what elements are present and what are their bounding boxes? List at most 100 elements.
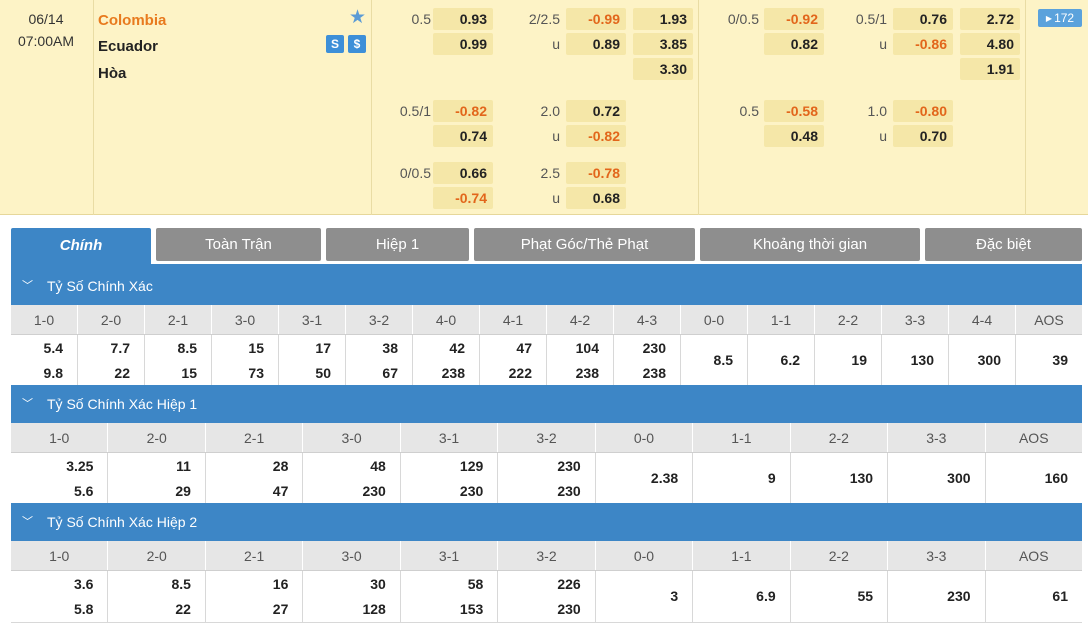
odd-secondary[interactable]: 29	[175, 483, 191, 499]
home-team[interactable]: Colombia	[98, 12, 167, 29]
odd-single[interactable]: 130	[849, 470, 874, 486]
odd-cell[interactable]: 1.91	[960, 58, 1020, 80]
tab-phat-goc[interactable]: Phạt Góc/Thẻ Phạt	[474, 228, 695, 261]
odd-primary[interactable]: 230	[642, 340, 666, 356]
odd-cell[interactable]: -0.80	[893, 100, 953, 122]
odd-cell[interactable]: 0.76	[893, 8, 953, 30]
odd-secondary[interactable]: 230	[459, 483, 484, 499]
score-odds-cell[interactable]: 230 230	[498, 453, 596, 504]
score-odds-cell[interactable]: 11 29	[108, 453, 206, 504]
score-odds-cell[interactable]: 28 47	[206, 453, 304, 504]
score-odds-cell[interactable]: 8.5 22	[108, 571, 206, 622]
odd-cell[interactable]: -0.82	[433, 100, 493, 122]
score-odds-cell[interactable]: 8.5 15	[145, 335, 212, 386]
odd-primary[interactable]: 47	[516, 340, 532, 356]
score-odds-cell[interactable]: 9	[693, 453, 791, 504]
section-header[interactable]: ﹀ Tỷ Số Chính Xác Hiệp 2	[11, 503, 1082, 541]
odd-secondary[interactable]: 47	[272, 483, 289, 499]
score-odds-cell[interactable]: 19	[815, 335, 882, 386]
odd-secondary[interactable]: 222	[508, 365, 532, 381]
odd-primary[interactable]: 3.6	[73, 576, 94, 592]
score-odds-cell[interactable]: 8.5	[681, 335, 748, 386]
odd-cell[interactable]: 0.74	[433, 125, 493, 147]
tab-khoang-thoi-gian[interactable]: Khoảng thời gian	[700, 228, 920, 261]
odd-single[interactable]: 160	[1044, 470, 1068, 486]
odd-single[interactable]: 300	[977, 352, 1001, 368]
odd-secondary[interactable]: 27	[272, 601, 289, 617]
score-odds-cell[interactable]: 3.25 5.6	[11, 453, 109, 504]
odd-cell[interactable]: 0.82	[764, 33, 824, 55]
odd-primary[interactable]: 5.4	[43, 340, 63, 356]
score-odds-cell[interactable]: 130	[882, 335, 949, 386]
odd-cell[interactable]: 1.93	[633, 8, 693, 30]
odd-secondary[interactable]: 128	[362, 601, 386, 617]
odd-secondary[interactable]: 230	[557, 483, 581, 499]
odd-primary[interactable]: 16	[272, 576, 289, 592]
odd-secondary[interactable]: 230	[362, 483, 386, 499]
score-odds-cell[interactable]: 3	[596, 571, 694, 622]
odd-cell[interactable]: 3.30	[633, 58, 693, 80]
odd-secondary[interactable]: 5.8	[73, 601, 94, 617]
odd-single[interactable]: 9	[767, 470, 776, 486]
score-odds-cell[interactable]: 230 238	[614, 335, 681, 386]
odd-secondary[interactable]: 15	[181, 365, 197, 381]
odd-primary[interactable]: 15	[248, 340, 264, 356]
odd-primary[interactable]: 230	[557, 458, 581, 474]
odd-single[interactable]: 8.5	[713, 352, 733, 368]
score-odds-cell[interactable]: 6.9	[693, 571, 791, 622]
odd-primary[interactable]: 58	[467, 576, 484, 592]
odd-secondary[interactable]: 22	[114, 365, 130, 381]
odd-primary[interactable]: 226	[557, 576, 581, 592]
odd-secondary[interactable]: 5.6	[73, 483, 94, 499]
score-odds-cell[interactable]: 47 222	[480, 335, 547, 386]
section-header[interactable]: ﹀ Tỷ Số Chính Xác	[11, 267, 1082, 305]
score-odds-cell[interactable]: 2.38	[596, 453, 694, 504]
odd-cell[interactable]: -0.78	[566, 162, 626, 184]
score-odds-cell[interactable]: 38 67	[346, 335, 413, 386]
score-odds-cell[interactable]: 300	[949, 335, 1016, 386]
odd-primary[interactable]: 11	[176, 458, 191, 474]
odd-primary[interactable]: 104	[575, 340, 599, 356]
odd-cell[interactable]: -0.92	[764, 8, 824, 30]
odd-primary[interactable]: 42	[449, 340, 465, 356]
tab-toan-tran[interactable]: Toàn Trận	[156, 228, 321, 261]
odd-cell[interactable]: -0.86	[893, 33, 953, 55]
odd-secondary[interactable]: 230	[557, 601, 581, 617]
tab-dac-biet[interactable]: Đặc biệt	[925, 228, 1082, 261]
score-odds-cell[interactable]: 39	[1016, 335, 1082, 386]
odd-primary[interactable]: 8.5	[177, 340, 197, 356]
tab-chinh[interactable]: Chính	[11, 228, 151, 266]
score-odds-cell[interactable]: 129 230	[401, 453, 499, 504]
odd-cell[interactable]: 0.72	[566, 100, 626, 122]
chevron-down-icon[interactable]: ﹀	[22, 280, 33, 292]
odd-secondary[interactable]: 9.8	[43, 365, 63, 381]
odd-cell[interactable]: -0.74	[433, 187, 493, 209]
odd-single[interactable]: 61	[1052, 588, 1068, 604]
dollar-icon[interactable]: $	[348, 35, 366, 53]
score-odds-cell[interactable]: 16 27	[206, 571, 304, 622]
odd-single[interactable]: 6.2	[780, 352, 800, 368]
score-odds-cell[interactable]: 61	[986, 571, 1082, 622]
odd-secondary[interactable]: 73	[248, 365, 264, 381]
score-odds-cell[interactable]: 58 153	[401, 571, 499, 622]
odd-single[interactable]: 39	[1052, 352, 1068, 368]
odd-cell[interactable]: 0.93	[433, 8, 493, 30]
stats-icon[interactable]: S	[326, 35, 344, 53]
score-odds-cell[interactable]: 226 230	[498, 571, 596, 622]
odd-cell[interactable]: 0.70	[893, 125, 953, 147]
score-odds-cell[interactable]: 17 50	[279, 335, 346, 386]
section-header[interactable]: ﹀ Tỷ Số Chính Xác Hiệp 1	[11, 385, 1082, 423]
score-odds-cell[interactable]: 15 73	[212, 335, 279, 386]
odd-single[interactable]: 3	[670, 588, 679, 604]
score-odds-cell[interactable]: 7.7 22	[78, 335, 145, 386]
odd-cell[interactable]: 0.99	[433, 33, 493, 55]
odd-primary[interactable]: 129	[459, 458, 484, 474]
score-odds-cell[interactable]: 104 238	[547, 335, 614, 386]
chevron-down-icon[interactable]: ﹀	[22, 398, 33, 410]
score-odds-cell[interactable]: 5.4 9.8	[11, 335, 78, 386]
odd-single[interactable]: 2.38	[650, 470, 679, 486]
odd-primary[interactable]: 3.25	[66, 458, 94, 474]
odd-cell[interactable]: -0.99	[566, 8, 626, 30]
odd-primary[interactable]: 48	[370, 458, 386, 474]
odd-single[interactable]: 55	[857, 588, 874, 604]
